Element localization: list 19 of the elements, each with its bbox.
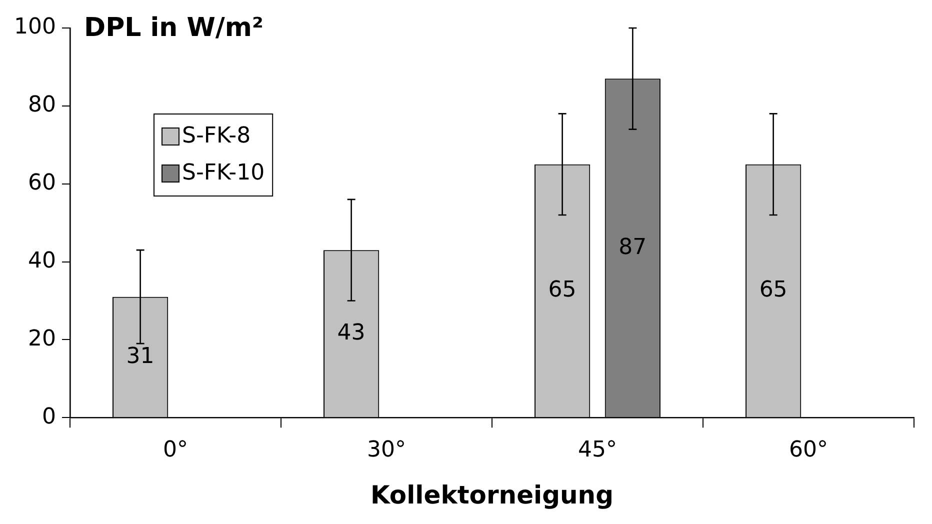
data-label: 65 [759, 278, 788, 303]
x-tick-label: 0° [162, 438, 188, 463]
legend-label: S-FK-8 [182, 124, 251, 149]
y-tick-label: 60 [28, 170, 56, 196]
y-tick-label: 100 [14, 14, 56, 40]
data-label: 87 [618, 234, 647, 260]
x-axis-title: Kollektorneigung [370, 480, 614, 510]
data-label: 65 [548, 278, 576, 303]
data-label: 31 [126, 344, 154, 369]
x-tick-label: 60° [789, 438, 828, 463]
y-tick-label: 80 [28, 92, 56, 118]
data-label: 43 [337, 320, 366, 346]
legend-label: S-FK-10 [182, 160, 265, 186]
x-tick-label: 45° [578, 438, 617, 463]
y-tick-label: 0 [42, 404, 56, 430]
y-tick-label: 20 [28, 326, 56, 352]
chart-title: DPL in W/m² [84, 12, 264, 43]
x-tick-label: 30° [366, 438, 406, 463]
y-tick-label: 40 [28, 248, 56, 274]
